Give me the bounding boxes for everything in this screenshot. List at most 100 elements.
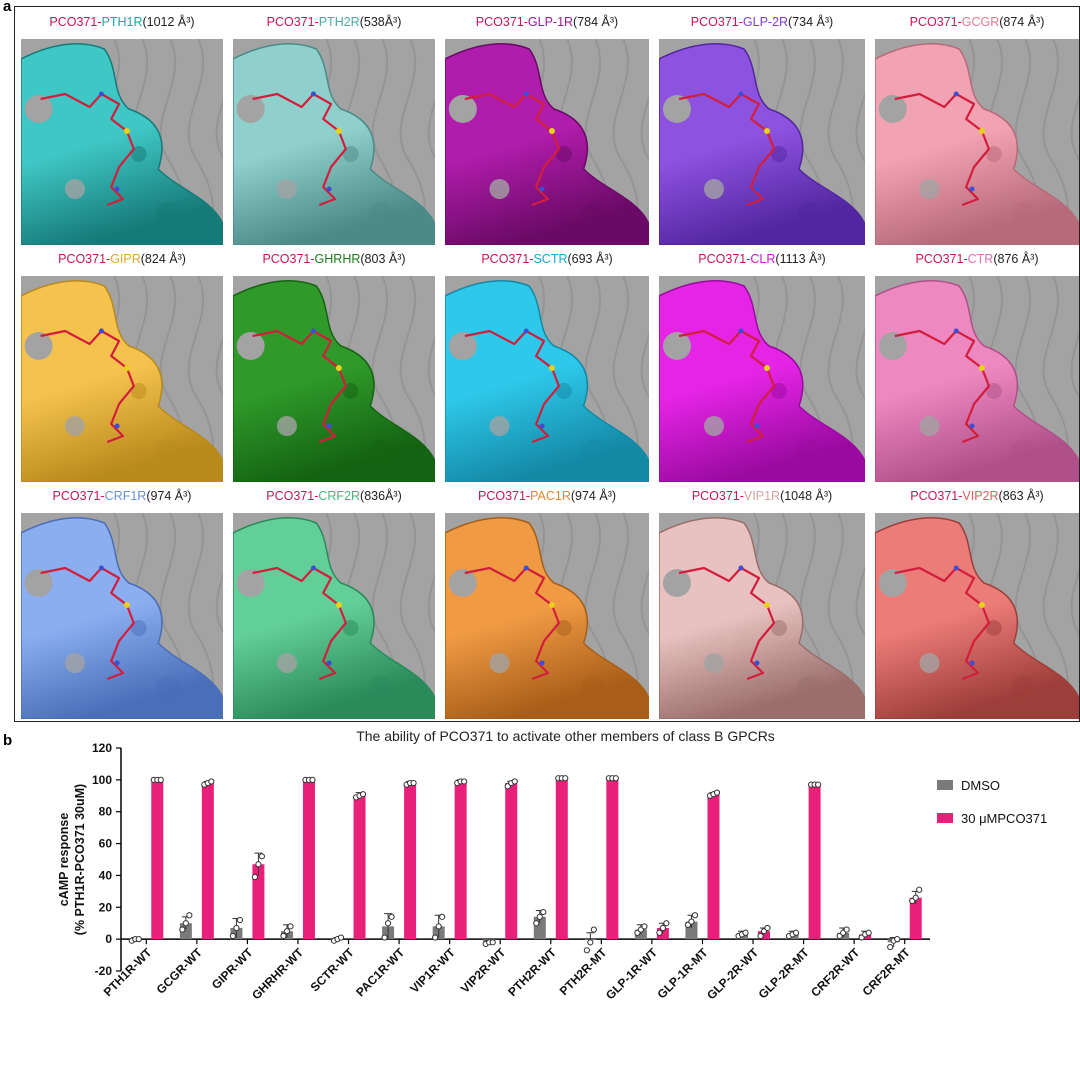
tile-title: PCO371- SCTR (693 Å³)	[441, 246, 653, 272]
y-tick-label: 100	[92, 773, 112, 787]
pocket-volume: (803 Å³)	[360, 252, 406, 266]
tile-title: PCO371- PTH1R (1012 Å³)	[17, 9, 227, 35]
surface-tile: PCO371- VIP1R (1048 Å³)	[655, 483, 869, 721]
surface-tile: PCO371- GLP-1R (784 Å³)	[441, 9, 653, 247]
receptor-name: GCGR	[961, 15, 1000, 29]
data-point	[135, 936, 142, 943]
data-point	[511, 778, 518, 785]
pocket-volume: (1113 Å³)	[775, 252, 826, 266]
receptor-name: GHRHR	[314, 252, 361, 266]
data-point	[590, 926, 597, 933]
pocket-surface-image	[233, 39, 435, 245]
panel-b-chart: The ability of PCO371 to activate other …	[0, 728, 1080, 1061]
pocket-volume: (824 Å³)	[140, 252, 186, 266]
surface-tile: PCO371- PAC1R (974 Å³)	[441, 483, 653, 721]
surface-tile: PCO371- CRF1R (974 Å³)	[17, 483, 227, 721]
pocket-surface-image	[445, 513, 649, 719]
data-point	[182, 920, 189, 927]
pco371-bar	[909, 897, 922, 940]
x-tick-label: GHRHR-WT	[249, 945, 307, 1003]
ligand-name: PCO371-	[909, 15, 962, 29]
tile-title: PCO371- CRF1R (974 Å³)	[17, 483, 227, 509]
ligand-name: PCO371-	[915, 252, 968, 266]
pocket-volume: (874 Å³)	[999, 15, 1045, 29]
tile-title: PCO371- GIPR (824 Å³)	[17, 246, 227, 272]
receptor-name: GIPR	[110, 252, 141, 266]
pco371-bar	[758, 931, 771, 940]
data-point	[255, 861, 262, 868]
ligand-name: PCO371-	[52, 489, 105, 503]
pocket-surface-image	[21, 39, 223, 245]
x-tick-label: SCTR-WT	[308, 945, 357, 994]
y-tick-label: -20	[95, 964, 113, 978]
data-point	[792, 929, 800, 936]
ligand-name: PCO371-	[266, 15, 319, 29]
ligand-name: PCO371-	[262, 252, 315, 266]
pocket-volume: (693 Å³)	[567, 252, 613, 266]
data-point	[388, 913, 395, 920]
surface-tile: PCO371- VIP2R (863 Å³)	[871, 483, 1080, 721]
surface-tile: PCO371- SCTR (693 Å³)	[441, 246, 653, 484]
data-point	[280, 932, 287, 940]
surface-tile: PCO371- GCGR (874 Å³)	[871, 9, 1080, 247]
tile-title: PCO371- VIP2R (863 Å³)	[871, 483, 1080, 509]
x-tick-label: PTH2R-WT	[505, 945, 559, 999]
legend-label: DMSO	[961, 778, 1000, 793]
data-point	[865, 929, 872, 936]
pocket-surface-image	[659, 39, 865, 245]
pco371-bar	[505, 783, 518, 940]
y-tick-label: 0	[105, 932, 112, 946]
y-axis-label: cAMP response	[57, 813, 71, 907]
ligand-name: PCO371-	[49, 15, 102, 29]
pco371-bar	[404, 783, 417, 940]
data-point	[283, 928, 291, 935]
tile-title: PCO371- GCGR (874 Å³)	[871, 9, 1080, 35]
receptor-name: CRF1R	[104, 489, 147, 503]
pco371-bar	[555, 778, 568, 940]
ligand-name: PCO371-	[477, 489, 531, 503]
pocket-volume: (836Å³)	[360, 489, 402, 503]
pocket-surface-image	[233, 513, 435, 719]
x-tick-label: GLP-2R-MT	[756, 945, 813, 1002]
data-point	[656, 929, 663, 936]
y-tick-label: 60	[99, 837, 113, 851]
x-tick-label: GCGR-WT	[154, 945, 206, 997]
pocket-surface-image	[659, 276, 865, 482]
data-point	[461, 778, 468, 785]
data-point	[641, 923, 648, 930]
pocket-surface-image	[445, 39, 649, 245]
data-point	[432, 934, 439, 941]
data-point	[916, 886, 923, 893]
pocket-volume: (1012 Å³)	[142, 15, 195, 29]
data-point	[309, 776, 316, 783]
data-point	[583, 947, 590, 954]
pocket-volume: (974 Å³)	[570, 489, 617, 503]
tile-title: PCO371- CRF2R (836Å³)	[229, 483, 439, 509]
tile-title: PCO371- PTH2R (538Å³)	[229, 9, 439, 35]
pco371-bar	[151, 779, 164, 940]
ligand-name: PCO371-	[691, 489, 744, 503]
ligand-name: PCO371-	[698, 252, 751, 266]
data-point	[410, 779, 417, 787]
tile-title: PCO371- GHRHR (803 Å³)	[229, 246, 439, 272]
ligand-name: PCO371-	[58, 252, 111, 266]
receptor-name: VIP1R	[743, 489, 781, 503]
pco371-bar	[201, 783, 214, 940]
pocket-volume: (538Å³)	[359, 15, 402, 29]
receptor-name: GLP-2R	[742, 15, 789, 29]
x-tick-label: PTH2R-MT	[557, 945, 610, 998]
data-point	[894, 936, 901, 943]
x-tick-label: CRF2R-WT	[808, 945, 863, 1000]
panel-b-label: b	[3, 732, 13, 749]
x-tick-label: GLP-1R-WT	[603, 945, 661, 1003]
pco371-bar	[353, 795, 366, 940]
tile-title: PCO371- VIP1R (1048 Å³)	[655, 483, 869, 509]
x-tick-label: GLP-1R-MT	[654, 945, 711, 1002]
pco371-bar	[808, 784, 821, 940]
surface-tile: PCO371- GHRHR (803 Å³)	[229, 246, 439, 484]
receptor-name: PTH2R	[318, 15, 360, 29]
legend-swatch	[937, 780, 953, 790]
pco371-bar	[707, 794, 720, 940]
ligand-name: PCO371-	[475, 15, 528, 29]
data-point	[229, 932, 237, 940]
